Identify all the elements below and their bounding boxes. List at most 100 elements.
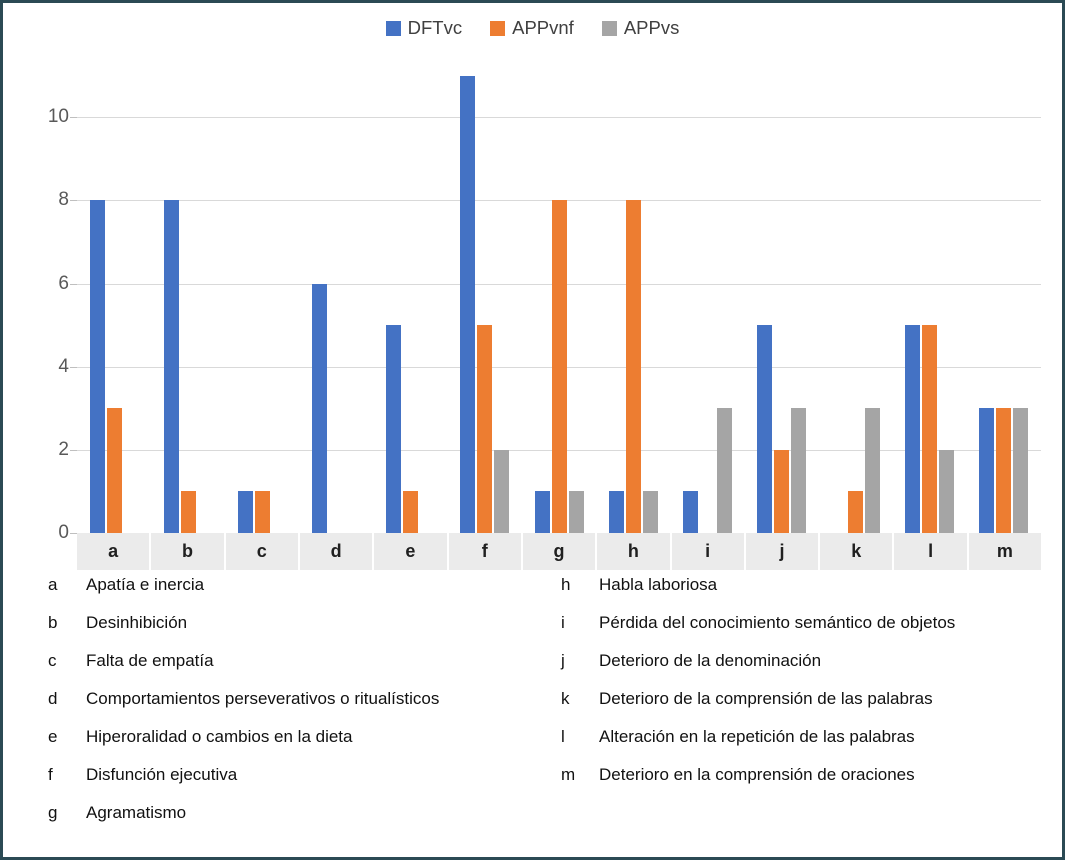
y-axis-tick-label: 2 [58, 438, 69, 460]
key-letter: i [561, 613, 565, 632]
y-axis-tickmark [70, 117, 77, 119]
bar-group-i [670, 55, 744, 533]
bar-dftvc-e [386, 325, 402, 533]
key-text: Pérdida del conocimiento semántico de ob… [599, 613, 956, 632]
y-axis-tick-label: 10 [47, 106, 69, 128]
key-entry-k: k Deterioro de la comprensión de las pala… [561, 689, 1062, 727]
key-letter: e [48, 727, 58, 746]
bar-group-m [967, 55, 1041, 533]
category-label-m: m [968, 533, 1042, 570]
bar-appvnf-b [180, 491, 196, 533]
bar-appvs-i [716, 408, 732, 533]
key-text: Habla laboriosa [599, 575, 718, 594]
legend-label: DFTvc [407, 17, 463, 38]
key-text: Deterioro de la denominación [599, 651, 822, 670]
category-label-a: a [77, 533, 152, 570]
category-label-k: k [820, 533, 895, 570]
category-key: a Apatía e inercia b Desinhibición c Falta de… [3, 575, 1062, 857]
bar-appvs-l [939, 449, 955, 533]
key-letter: c [48, 651, 57, 670]
bar-dftvc-l [905, 325, 921, 533]
bar-dftvc-g [534, 491, 550, 533]
y-axis-tickmark [70, 366, 77, 368]
key-text: Desinhibición [86, 613, 188, 632]
category-label-e: e [374, 533, 449, 570]
bar-appvnf-g [551, 200, 567, 533]
key-text: Falta de empatía [86, 651, 214, 670]
bar-dftvc-d [312, 283, 328, 533]
legend-item-appvnf: APPvnf [490, 17, 574, 38]
key-letter: j [561, 651, 565, 670]
bar-dftvc-b [163, 200, 179, 533]
category-key-column-left: a Apatía e inercia b Desinhibición c Falta de… [3, 575, 548, 857]
bar-appvnf-c [254, 491, 270, 533]
key-text: Comportamientos perseverativos o ritualí… [86, 689, 440, 708]
category-label-c: c [225, 533, 300, 570]
bar-appvnf-m [996, 408, 1012, 533]
category-label-i: i [671, 533, 746, 570]
bar-appvnf-j [773, 449, 789, 533]
key-letter: a [48, 575, 58, 594]
bar-appvnf-e [403, 491, 419, 533]
key-text: Alteración en la repetición de las palab… [599, 727, 915, 746]
bar-appvnf-l [922, 325, 938, 533]
bar-group-f [448, 55, 522, 533]
key-entry-l: l Alteración en la repetición de las pala… [561, 727, 1062, 765]
category-label-d: d [299, 533, 375, 570]
key-letter: d [48, 689, 58, 708]
key-letter: g [48, 803, 58, 822]
bar-appvnf-h [625, 200, 641, 533]
bar-appvs-h [642, 491, 658, 533]
bar-appvs-f [494, 449, 510, 533]
y-axis-tick-label: 0 [58, 522, 69, 543]
key-entry-d: d Comportamientos perseverativos o ritual… [48, 689, 548, 727]
y-axis-tickmark [70, 200, 77, 202]
bar-group-h [596, 55, 670, 533]
bar-dftvc-f [460, 75, 476, 533]
legend-label: APPvnf [512, 17, 574, 38]
key-entry-b: b Desinhibición [48, 613, 548, 651]
bar-appvs-j [790, 408, 806, 533]
key-entry-h: h Habla laboriosa [561, 575, 1062, 613]
key-entry-j: j Deterioro de la denominación [561, 651, 1062, 689]
bar-group-c [225, 55, 299, 533]
bar-dftvc-i [682, 491, 698, 533]
bar-group-e [374, 55, 448, 533]
legend-item-appvs: APPvs [601, 17, 680, 38]
bar-appvnf-a [106, 408, 122, 533]
legend-label: APPvs [623, 17, 680, 38]
key-text: Disfunción ejecutiva [86, 765, 238, 784]
y-axis-tickmark [70, 283, 77, 285]
y-axis-tickmark [70, 533, 77, 534]
key-letter: l [561, 727, 565, 746]
key-text: Agramatismo [86, 803, 187, 822]
bar-group-g [522, 55, 596, 533]
legend-item-dftvc: DFTvc [385, 17, 463, 38]
bar-group-l [893, 55, 967, 533]
category-label-f: f [448, 533, 523, 570]
chart-legend: DFTvc APPvnf APPvs [3, 17, 1062, 38]
bar-appvnf-k [848, 491, 864, 533]
key-letter: k [561, 689, 570, 708]
category-label-j: j [745, 533, 821, 570]
key-entry-g: g Agramatismo [48, 803, 548, 841]
bar-group-b [151, 55, 225, 533]
key-entry-m: m Deterioro en la comprensión de oracione… [561, 765, 1062, 803]
bar-group-d [299, 55, 373, 533]
y-axis: 0 2 4 6 8 10 [25, 55, 69, 543]
category-key-column-right: h Habla laboriosa i Pérdida del conocimient… [548, 575, 1062, 857]
legend-swatch-icon [385, 20, 401, 36]
bar-dftvc-h [608, 491, 624, 533]
y-axis-tick-label: 6 [58, 272, 69, 294]
bar-appvs-k [865, 408, 881, 533]
legend-swatch-icon [601, 20, 617, 36]
key-entry-i: i Pérdida del conocimiento semántico de o… [561, 613, 1062, 651]
bar-dftvc-m [979, 408, 995, 533]
key-entry-f: f Disfunción ejecutiva [48, 765, 548, 803]
bar-appvnf-f [477, 325, 493, 533]
key-entry-a: a Apatía e inercia [48, 575, 548, 613]
bar-dftvc-c [237, 491, 253, 533]
category-label-l: l [894, 533, 969, 570]
